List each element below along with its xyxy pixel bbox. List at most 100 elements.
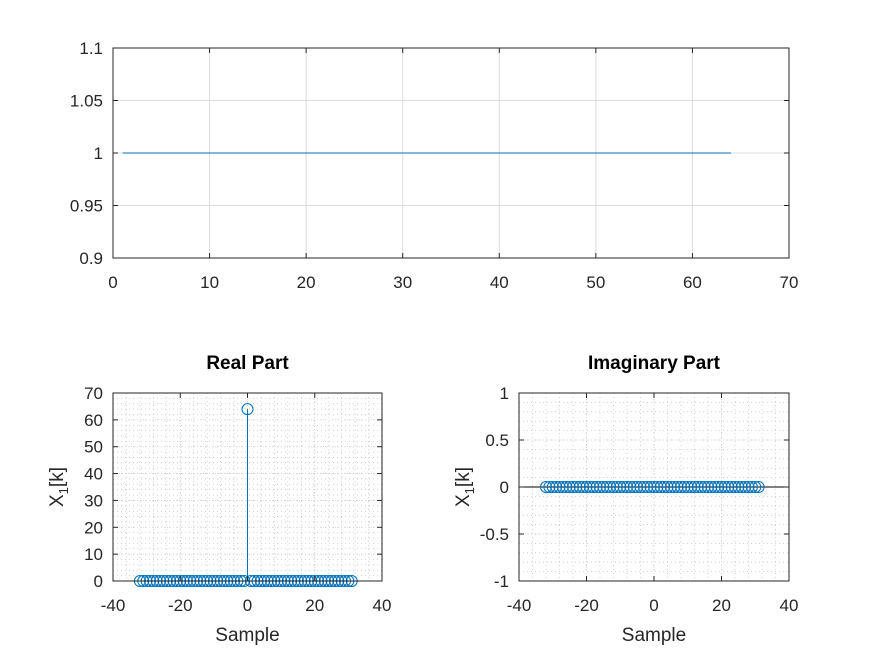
- y-axis-label-subscript: 1: [462, 487, 477, 494]
- y-tick-label: 0.5: [485, 431, 509, 450]
- stem-marker: [671, 481, 684, 493]
- imaginary-part-plot: -40 -20 0 20 40 -1 -0.5 0 0.5 1 Imaginary Part Samp…: [453, 353, 798, 646]
- stem-marker: [708, 481, 721, 493]
- stem-marker: [587, 481, 600, 493]
- stem-marker: [661, 481, 674, 493]
- stem-marker: [594, 481, 606, 493]
- stem-marker: [546, 481, 559, 493]
- y-tick-label: 0.95: [70, 197, 103, 216]
- stem-marker: [654, 481, 667, 493]
- stem-marker: [698, 481, 711, 493]
- x-tick-label: 50: [586, 273, 605, 292]
- y-axis-label-suffix: [k]: [47, 467, 68, 487]
- stem-marker: [634, 481, 647, 493]
- stem-marker: [627, 481, 640, 493]
- stem-marker: [718, 481, 731, 493]
- x-tick-label: 30: [393, 273, 412, 292]
- y-tick-label: 1: [94, 144, 103, 163]
- stem-marker: [590, 481, 603, 493]
- stem-marker: [543, 481, 556, 493]
- x-tick-label: 20: [297, 273, 316, 292]
- x-tick-label: 10: [200, 273, 219, 292]
- x-axis-label: Sample: [622, 625, 686, 646]
- stem-marker: [712, 481, 725, 493]
- stem-marker: [241, 403, 254, 416]
- y-tick-label: -0.5: [480, 525, 509, 544]
- y-tick-label: 10: [84, 545, 103, 564]
- y-axis-label: X1[k]: [453, 467, 477, 507]
- stem-marker: [644, 481, 657, 493]
- stem-marker: [550, 481, 563, 493]
- y-tick-label: 30: [84, 491, 103, 510]
- x-tick-label: -40: [101, 596, 126, 615]
- stem-marker: [651, 481, 664, 493]
- x-tick-label: 40: [780, 596, 799, 615]
- stem-marker: [668, 481, 681, 493]
- stem-marker: [583, 481, 596, 493]
- x-tick-label: 20: [305, 596, 324, 615]
- stem-marker: [560, 481, 573, 493]
- stem-marker: [725, 481, 738, 493]
- stem-marker: [691, 481, 704, 493]
- stem-marker: [540, 481, 552, 493]
- top-line-plot: 0 10 20 30 40 50 60 70 0.9 0.95 1 1.05 1.1: [70, 39, 799, 292]
- stem-marker: [749, 481, 762, 493]
- stem-marker: [745, 481, 758, 493]
- stem-marker: [614, 481, 627, 493]
- x-tick-label: 40: [373, 596, 392, 615]
- y-tick-label: 70: [84, 384, 103, 403]
- x-tick-label: 70: [780, 273, 799, 292]
- real-part-plot: -40 -20 0 20 40 0 10 20 30 40 50 60 70 Real Part Sampl…: [47, 353, 391, 646]
- stem-marker: [675, 481, 687, 493]
- x-tick-label: 0: [243, 596, 252, 615]
- stem-marker: [600, 481, 613, 493]
- y-tick-label: 1.05: [70, 92, 103, 111]
- stem-marker: [621, 481, 633, 493]
- stem-marker: [573, 481, 586, 493]
- stem-marker: [729, 481, 741, 493]
- y-tick-label: 60: [84, 411, 103, 430]
- stem-marker: [556, 481, 569, 493]
- stem-marker: [597, 481, 610, 493]
- stem-marker: [607, 481, 620, 493]
- stem-marker: [624, 481, 637, 493]
- x-tick-label: -20: [574, 596, 599, 615]
- stem-marker: [681, 481, 694, 493]
- y-tick-label: -1: [494, 572, 509, 591]
- y-axis-label-main: X: [47, 494, 68, 507]
- x-tick-label: -20: [168, 596, 193, 615]
- stem-marker: [688, 481, 701, 493]
- stem-marker: [739, 481, 752, 493]
- stem-marker: [553, 481, 566, 493]
- y-axis-label-main: X: [453, 494, 474, 507]
- stem-marker: [658, 481, 671, 493]
- y-tick-label: 50: [84, 438, 103, 457]
- y-axis-label-suffix: [k]: [453, 467, 474, 487]
- stem-marker: [664, 481, 677, 493]
- stem-marker: [735, 481, 748, 493]
- x-axis-label: Sample: [215, 625, 279, 646]
- x-tick-label: 60: [683, 273, 702, 292]
- stem-marker: [695, 481, 708, 493]
- chart-title: Real Part: [206, 353, 289, 374]
- stem-marker: [604, 481, 617, 493]
- stem-marker: [567, 481, 579, 493]
- y-tick-label: 40: [84, 465, 103, 484]
- y-tick-label: 20: [84, 518, 103, 537]
- chart-title: Imaginary Part: [588, 353, 721, 374]
- y-tick-label: 1: [500, 384, 509, 403]
- stem-marker: [715, 481, 728, 493]
- stem-marker: [577, 481, 590, 493]
- y-tick-label: 0: [500, 478, 509, 497]
- stem-marker: [617, 481, 630, 493]
- stem-marker: [570, 481, 583, 493]
- x-tick-label: 40: [490, 273, 509, 292]
- stem-marker: [685, 481, 698, 493]
- y-tick-label: 0.9: [79, 249, 103, 268]
- stem-marker: [637, 481, 650, 493]
- stem-marker: [563, 481, 576, 493]
- stem-marker: [702, 481, 714, 493]
- stem-marker: [580, 481, 593, 493]
- y-axis-label: X1[k]: [47, 467, 71, 507]
